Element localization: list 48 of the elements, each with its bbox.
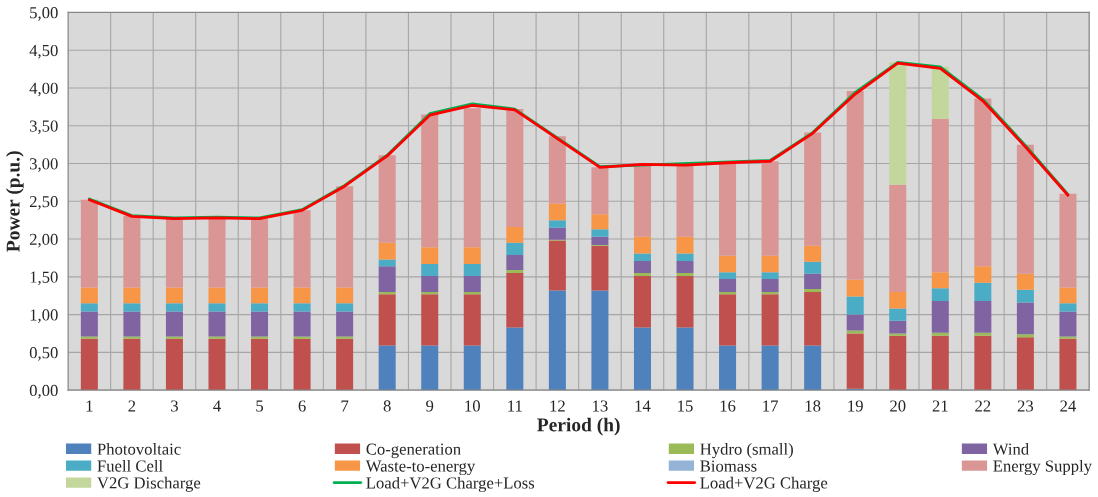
x-tick-label: 4 xyxy=(213,400,221,412)
x-tick-label: 8 xyxy=(383,400,391,412)
x-tick-label: 1 xyxy=(86,400,93,412)
x-tick-label: 5 xyxy=(256,400,264,412)
legend-label: Fuell Cell xyxy=(97,459,163,472)
y-tick-label: 3,50 xyxy=(29,120,58,135)
legend-label: Load+V2G Charge xyxy=(700,476,828,492)
x-tick-label: 18 xyxy=(805,400,821,412)
legend-label: Waste-to-energy xyxy=(365,460,476,476)
y-axis-title: Power (p.u.) xyxy=(6,151,24,252)
y-tick-label: 4,00 xyxy=(29,82,58,97)
x-tick-label: 19 xyxy=(848,400,863,412)
legend-label: Energy Supply xyxy=(993,459,1092,476)
legend-label: Wind xyxy=(992,443,1029,455)
x-tick-label: 15 xyxy=(678,400,693,412)
x-tick-label: 17 xyxy=(763,400,778,412)
y-tick-label: 2,00 xyxy=(29,233,58,248)
x-tick-label: 14 xyxy=(635,400,651,412)
x-tick-label: 10 xyxy=(465,400,480,412)
x-tick-label: 9 xyxy=(426,400,434,412)
y-tick-label: 1,00 xyxy=(30,309,58,323)
x-tick-label: 11 xyxy=(508,400,522,412)
x-tick-label: 21 xyxy=(932,400,948,412)
y-tick-label: 4,50 xyxy=(29,44,58,59)
y-tick-label: 0,00 xyxy=(29,384,58,399)
x-tick-label: 6 xyxy=(298,400,306,412)
x-tick-label: 20 xyxy=(890,400,906,412)
x-tick-label: 16 xyxy=(720,400,736,412)
x-tick-label: 23 xyxy=(1017,400,1034,412)
legend-label: Hydro (small) xyxy=(700,443,793,459)
legend-label: Co-generation xyxy=(366,443,461,459)
legend-label: V2G Discharge xyxy=(97,476,201,492)
y-tick-label: 0,50 xyxy=(29,347,58,361)
x-tick-label: 2 xyxy=(128,400,136,412)
x-tick-label: 3 xyxy=(171,400,178,412)
y-tick-label: 5,00 xyxy=(30,7,58,21)
y-tick-label: 3,00 xyxy=(29,158,58,172)
x-tick-label: 13 xyxy=(593,400,608,412)
y-tick-label: 2,50 xyxy=(29,195,58,210)
x-axis-title: Period (h) xyxy=(537,417,620,436)
x-tick-label: 12 xyxy=(550,400,565,412)
x-tick-label: 7 xyxy=(341,400,349,412)
y-tick-label: 1,50 xyxy=(30,271,58,286)
x-tick-label: 24 xyxy=(1060,400,1077,412)
x-tick-label: 22 xyxy=(975,400,991,412)
legend-label: Photovoltaic xyxy=(97,443,181,455)
legend-label: Biomass xyxy=(700,460,757,472)
legend-label: Load+V2G Charge+Loss xyxy=(366,476,535,493)
